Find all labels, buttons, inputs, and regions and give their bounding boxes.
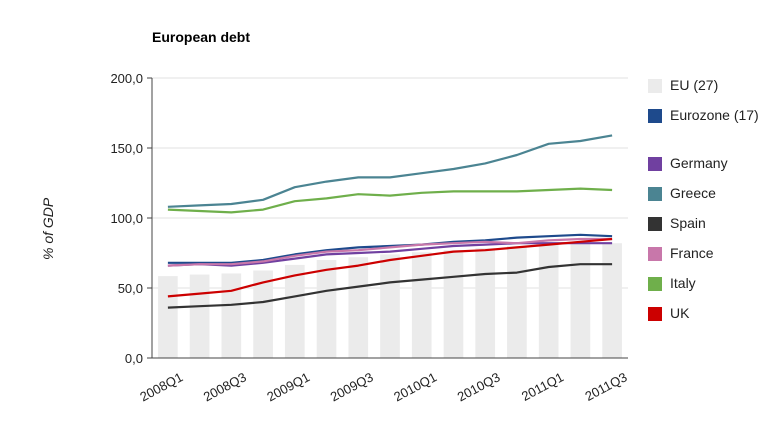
legend-swatch (648, 79, 662, 93)
bars (158, 243, 622, 358)
legend-swatch (648, 307, 662, 321)
series-line (167, 242, 613, 267)
y-tick-label: 150,0 (110, 141, 143, 156)
legend-swatch (648, 157, 662, 171)
series-line (167, 187, 613, 214)
bar (570, 243, 591, 358)
series-line (167, 233, 613, 264)
axes (147, 77, 628, 359)
bar (189, 274, 210, 358)
bar (507, 246, 527, 358)
y-tick-label: 100,0 (110, 211, 143, 226)
x-tick-label: 2010Q3 (455, 369, 503, 404)
bar (538, 244, 559, 358)
series-line (167, 237, 613, 267)
bar (316, 260, 337, 358)
bar (380, 254, 400, 358)
y-tick-label: 50,0 (118, 281, 143, 296)
legend-swatch (648, 187, 662, 201)
legend-swatch (648, 109, 662, 123)
series-line (167, 263, 613, 309)
legend-label: Eurozone (17) (670, 107, 759, 123)
x-tick-labels: 2008Q1 2008Q3 2009Q1 2009Q3 2010Q1 2010Q3 2011… (137, 369, 629, 404)
y-tick-label: 0,0 (125, 351, 143, 366)
bar (253, 270, 273, 358)
y-tick-label: 200,0 (110, 71, 143, 86)
bar (221, 273, 242, 358)
legend-label: EU (27) (670, 77, 719, 93)
series-line (167, 237, 613, 298)
bar (158, 276, 178, 358)
bar (475, 248, 496, 358)
x-tick-label: 2009Q3 (328, 369, 376, 404)
bar (348, 257, 369, 358)
legend-swatch (648, 217, 662, 231)
x-tick-label: 2008Q1 (137, 369, 185, 404)
legend-label: Italy (670, 275, 696, 291)
legend-label: Spain (670, 215, 706, 231)
legend-label: France (670, 245, 714, 261)
series-lines (167, 134, 613, 309)
x-tick-label: 2011Q1 (519, 369, 566, 404)
legend-label: UK (670, 305, 690, 321)
bar (411, 252, 432, 358)
x-tick-label: 2009Q1 (264, 369, 312, 404)
bar (284, 264, 305, 358)
bar (602, 243, 622, 358)
legend-label: Germany (670, 155, 728, 171)
y-tick-labels: 0,0 50,0 100,0 150,0 200,0 (110, 71, 143, 366)
legend-swatch (648, 277, 662, 291)
chart-title: European debt (152, 29, 251, 45)
bar (443, 250, 464, 358)
x-tick-label: 2010Q1 (391, 369, 439, 404)
legend-swatch (648, 247, 662, 261)
legend-label: Greece (670, 185, 716, 201)
x-tick-label: 2008Q3 (201, 369, 249, 404)
series-line (167, 134, 613, 208)
x-tick-label: 2011Q3 (583, 369, 630, 404)
